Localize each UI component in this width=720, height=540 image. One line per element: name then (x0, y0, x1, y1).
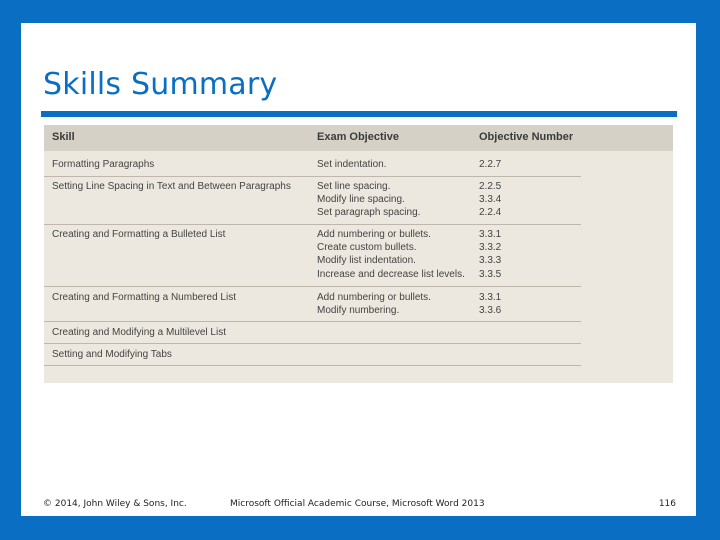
row-divider (44, 321, 581, 322)
skills-table: Skill Exam Objective Objective Number Fo… (44, 125, 673, 383)
footer-course: Microsoft Official Academic Course, Micr… (230, 499, 485, 509)
footer-page-number: 116 (658, 499, 676, 509)
number-cell: 3.3.1 3.3.2 3.3.3 3.3.5 (479, 229, 502, 280)
number-cell: 3.3.1 3.3.6 (479, 292, 502, 317)
row-divider (44, 365, 581, 366)
header-exam-objective: Exam Objective (317, 131, 399, 143)
title-rule (41, 111, 677, 117)
objective-cell: Set line spacing. Modify line spacing. S… (317, 181, 421, 219)
table-header: Skill Exam Objective Objective Number (44, 125, 673, 151)
slide-title: Skills Summary (43, 67, 278, 102)
number-cell: 2.2.7 (479, 159, 502, 170)
skill-cell: Creating and Modifying a Multilevel List (52, 327, 226, 338)
skill-cell: Creating and Formatting a Numbered List (52, 292, 236, 303)
header-skill: Skill (52, 131, 75, 143)
header-objective-number: Objective Number (479, 131, 574, 143)
footer-copyright: © 2014, John Wiley & Sons, Inc. (43, 499, 187, 509)
number-cell: 2.2.5 3.3.4 2.2.4 (479, 181, 502, 219)
objective-cell: Set indentation. (317, 159, 387, 170)
row-divider (44, 286, 581, 287)
skill-cell: Setting Line Spacing in Text and Between… (52, 181, 291, 192)
skill-cell: Setting and Modifying Tabs (52, 349, 172, 360)
slide: Skills Summary Skill Exam Objective Obje… (21, 23, 696, 516)
row-divider (44, 176, 581, 177)
skill-cell: Creating and Formatting a Bulleted List (52, 229, 226, 240)
row-divider (44, 224, 581, 225)
skill-cell: Formatting Paragraphs (52, 159, 155, 170)
objective-cell: Add numbering or bullets. Modify numberi… (317, 292, 431, 317)
objective-cell: Add numbering or bullets. Create custom … (317, 229, 465, 280)
row-divider (44, 343, 581, 344)
